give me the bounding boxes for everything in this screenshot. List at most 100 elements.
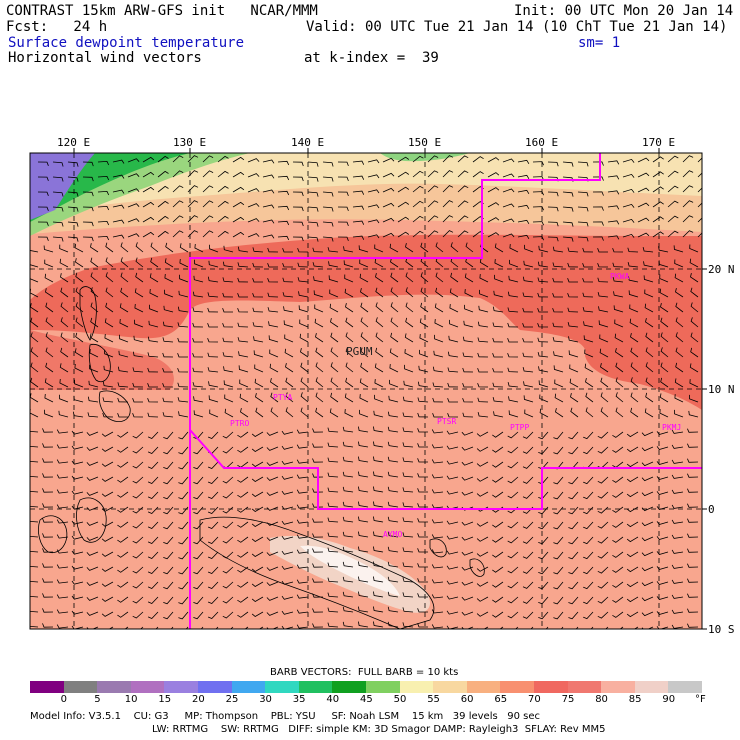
wind-barb bbox=[417, 428, 428, 433]
wind-barb bbox=[375, 302, 384, 313]
wind-barb bbox=[614, 333, 624, 343]
color-bar-tick-label: 40 bbox=[326, 694, 340, 705]
wind-barb bbox=[626, 536, 639, 543]
color-bar-swatch bbox=[500, 681, 535, 693]
wind-barb bbox=[56, 474, 69, 479]
wind-barb bbox=[86, 521, 99, 526]
wind-barb bbox=[517, 204, 530, 210]
wind-barb bbox=[194, 259, 204, 268]
wind-barb bbox=[373, 486, 384, 493]
wind-barb bbox=[222, 551, 234, 559]
wind-barb bbox=[447, 398, 458, 403]
wind-barb bbox=[492, 368, 504, 373]
wind-barb bbox=[292, 191, 304, 197]
wind-barb bbox=[283, 306, 294, 313]
wind-barb bbox=[75, 272, 84, 283]
wind-barb bbox=[547, 161, 559, 167]
wind-barb bbox=[251, 431, 264, 437]
wind-barb bbox=[612, 611, 624, 618]
wind-barb bbox=[266, 446, 279, 451]
wind-barb bbox=[343, 246, 354, 253]
wind-barb bbox=[328, 261, 339, 268]
wind-barb bbox=[42, 458, 54, 463]
wind-barb bbox=[417, 381, 429, 388]
wind-barb bbox=[583, 551, 594, 560]
wind-barb bbox=[630, 362, 639, 373]
wind-barb bbox=[612, 277, 624, 283]
wind-barb bbox=[652, 156, 664, 163]
wind-barb bbox=[266, 611, 279, 616]
wind-barb bbox=[56, 504, 69, 509]
wind-barb bbox=[487, 202, 500, 208]
wind-barb bbox=[626, 461, 639, 468]
wind-barb bbox=[277, 175, 290, 181]
wind-barb bbox=[251, 611, 264, 617]
wind-barb bbox=[600, 363, 609, 373]
wind-barb bbox=[120, 257, 129, 268]
wind-barb bbox=[142, 216, 155, 223]
wind-barb bbox=[52, 221, 64, 227]
wind-barb bbox=[568, 446, 579, 455]
wind-barb bbox=[492, 611, 504, 618]
wind-barb bbox=[522, 566, 534, 574]
wind-barb bbox=[150, 257, 159, 268]
wind-barb bbox=[517, 189, 530, 195]
forecast-hour: Fcst: 24 h bbox=[6, 19, 108, 35]
wind-barb bbox=[675, 288, 684, 298]
wind-barb bbox=[508, 396, 519, 403]
wind-barb bbox=[674, 409, 684, 418]
wind-barb bbox=[417, 623, 428, 628]
wind-barb bbox=[330, 362, 339, 373]
wind-barb bbox=[327, 517, 339, 523]
color-bar-tick-label: 5 bbox=[94, 694, 101, 705]
wind-barb bbox=[641, 491, 654, 497]
wind-barb bbox=[442, 170, 454, 178]
wind-barb bbox=[232, 171, 245, 178]
wind-barb bbox=[492, 446, 504, 453]
wind-barb bbox=[217, 170, 229, 178]
wind-barb bbox=[641, 461, 654, 467]
wind-barb bbox=[597, 491, 609, 499]
wind-barb bbox=[402, 517, 414, 523]
wind-barb bbox=[358, 561, 369, 568]
wind-barb bbox=[312, 623, 324, 628]
wind-barb bbox=[431, 429, 444, 434]
wind-barb bbox=[641, 551, 654, 557]
wind-barb bbox=[626, 611, 639, 618]
wind-barb bbox=[446, 460, 459, 465]
wind-barb bbox=[358, 245, 369, 253]
wind-barb bbox=[645, 392, 654, 403]
frame-ticks bbox=[73, 148, 707, 630]
wind-barb bbox=[682, 155, 694, 163]
wind-barb bbox=[342, 561, 354, 568]
wind-barb bbox=[597, 248, 608, 253]
wind-barb bbox=[42, 608, 54, 613]
wind-barb bbox=[56, 519, 69, 524]
wind-barb bbox=[457, 215, 469, 223]
wind-barb bbox=[193, 611, 204, 620]
wind-barb bbox=[477, 321, 489, 328]
wind-barb bbox=[538, 366, 549, 373]
wind-barb bbox=[358, 546, 369, 553]
wind-barb bbox=[538, 446, 549, 455]
wind-barb bbox=[417, 443, 428, 448]
wind-barb bbox=[374, 394, 384, 403]
wind-barb bbox=[607, 220, 620, 225]
wind-barb bbox=[192, 291, 204, 298]
wind-barb bbox=[266, 551, 279, 556]
wind-barb bbox=[643, 261, 654, 268]
wind-barb bbox=[56, 489, 69, 494]
wind-barb bbox=[477, 368, 488, 373]
wind-barb bbox=[487, 157, 500, 163]
wind-barb bbox=[387, 531, 399, 538]
wind-barb bbox=[671, 489, 684, 494]
wind-barb bbox=[162, 397, 174, 403]
wind-barb bbox=[178, 581, 189, 590]
wind-barb bbox=[327, 547, 339, 553]
wind-barb bbox=[402, 396, 414, 403]
wind-barb bbox=[658, 246, 669, 253]
wind-barb bbox=[417, 593, 428, 598]
dewpoint-base-field bbox=[30, 153, 702, 629]
wind-barb bbox=[237, 506, 249, 513]
color-bar-swatch bbox=[231, 681, 266, 693]
